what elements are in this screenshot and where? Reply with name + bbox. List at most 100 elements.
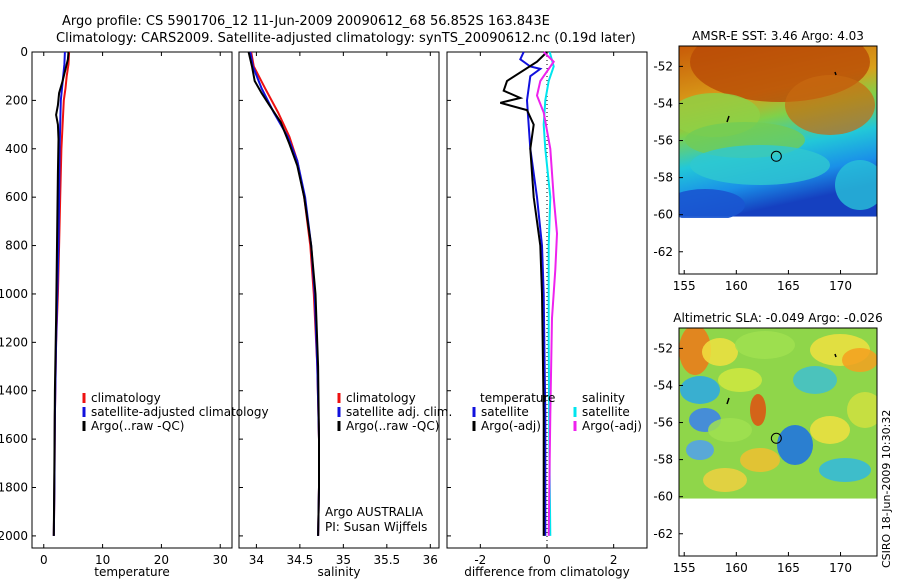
salinity-series-climatology (250, 51, 320, 536)
temperature-ytick-label: 1800 (0, 481, 28, 495)
sst-cold-blob (835, 160, 877, 210)
temperature-ytick-label: 1400 (0, 384, 28, 398)
salinity-xtick-label: 36 (423, 553, 438, 567)
sla_map-ytick-label: -60 (653, 490, 673, 504)
difference-legend-header-salinity: salinity (582, 391, 625, 405)
temperature-ytick-label: 200 (5, 93, 28, 107)
salinity-legend-label: Argo(..raw -QC) (346, 419, 439, 433)
temperature-xtick-label: 30 (213, 553, 228, 567)
salinity-xtick-label: 35 (336, 553, 351, 567)
sst_map-field (679, 46, 877, 218)
sla_map-ytick-label: -52 (653, 341, 673, 355)
sla-anomaly-blob (735, 331, 795, 359)
temperature-legend-label: satellite-adjusted climatology (91, 405, 269, 419)
temperature-series-argo-raw-qc- (52, 51, 70, 536)
temperature-legend-label: Argo(..raw -QC) (91, 419, 184, 433)
temperature-legend-label: climatology (91, 391, 161, 405)
sst_map-ytick-label: -58 (653, 171, 673, 185)
sla_map-frame (678, 327, 878, 557)
difference-legend-salinity-label: Argo(-adj) (582, 419, 642, 433)
sla_map-xtick-label: 165 (777, 561, 800, 575)
sst_map-xtick-label: 165 (777, 279, 800, 293)
sst_map-ytick-label: -62 (653, 245, 673, 259)
sla-anomaly-blob (793, 366, 837, 394)
annotation-background (322, 503, 436, 535)
sla-anomaly-blob (686, 440, 714, 460)
sla_map-xtick-label: 155 (673, 561, 696, 575)
sst_map-xtick-label: 155 (673, 279, 696, 293)
sst_map-frame (678, 45, 878, 275)
sla-anomaly-blob (842, 348, 877, 372)
sst_map-float-track-mark (834, 71, 837, 76)
sst_map-xtick-label: 170 (829, 279, 852, 293)
sla_map-field (679, 328, 877, 499)
difference-legend-salinity-label: satellite (582, 405, 630, 419)
salinity-legend-label: satellite adj. clim. (346, 405, 452, 419)
difference-series-temperature-argo-adj- (500, 51, 548, 536)
temperature-ytick-label: 400 (5, 142, 28, 156)
sla-anomaly-blob (777, 425, 813, 465)
sla-anomaly-blob (702, 338, 738, 366)
sst_map-float-track-mark (726, 115, 730, 123)
sla_map-title: Altimetric SLA: -0.049 Argo: -0.026 (673, 311, 882, 325)
temperature-ytick-label: 0 (20, 45, 28, 59)
difference-legend-temperature-label: satellite (481, 405, 529, 419)
difference-xtick-label: -2 (474, 553, 486, 567)
difference-series-salinity-argo-adj- (535, 51, 559, 536)
difference-xlabel: difference from climatology (464, 565, 630, 579)
sla-anomaly-blob (718, 368, 762, 392)
temperature-xtick-label: 10 (95, 553, 110, 567)
salinity-legend-label: climatology (346, 391, 416, 405)
sla_map-ytick-label: -56 (653, 416, 673, 430)
temperature-ytick-label: 1600 (0, 432, 28, 446)
sst_map-title: AMSR-E SST: 3.46 Argo: 4.03 (692, 29, 864, 43)
sla-anomaly-blob (810, 416, 850, 444)
sla_map-float-track-mark (726, 397, 730, 405)
difference-xtick-label: 0 (543, 553, 551, 567)
sla-anomaly-blob (740, 448, 780, 472)
temperature-xtick-label: 20 (154, 553, 169, 567)
sla_map-xtick-label: 160 (725, 561, 748, 575)
salinity-xtick-label: 34 (249, 553, 264, 567)
temperature-ytick-label: 600 (5, 190, 28, 204)
sla-anomaly-blob (680, 376, 720, 404)
sst_map-xtick-label: 160 (725, 279, 748, 293)
difference-series-temperature-satellite (519, 51, 547, 536)
salinity-series-argo-raw-qc- (247, 51, 320, 536)
sst_map-ytick-label: -52 (653, 59, 673, 73)
sst-cold-blob (690, 145, 830, 185)
sla-anomaly-blob (847, 392, 877, 428)
salinity-xtick-label: 34.5 (287, 553, 314, 567)
plot-title-line2: Climatology: CARS2009. Satellite-adjuste… (56, 31, 636, 46)
sla-anomaly-blob (708, 418, 752, 442)
temperature-ytick-label: 2000 (0, 529, 28, 543)
temperature-ytick-label: 1000 (0, 287, 28, 301)
salinity-xtick-label: 35.5 (373, 553, 400, 567)
sla-anomaly-blob (819, 458, 871, 482)
temperature-axes-frame (31, 51, 233, 549)
sla-anomaly-blob (750, 394, 766, 426)
sla-anomaly-blob (703, 468, 747, 492)
sst_map-argo-position-marker (770, 150, 782, 162)
plot-title-line1: Argo profile: CS 5901706_12 11-Jun-2009 … (62, 14, 550, 29)
sla_map-xtick-label: 170 (829, 561, 852, 575)
sst_map-ytick-label: -60 (653, 208, 673, 222)
temperature-ytick-label: 800 (5, 239, 28, 253)
annotation-pi-name: PI: Susan Wijffels (325, 520, 427, 534)
salinity-axes-frame (238, 51, 440, 549)
temperature-ytick-label: 1200 (0, 335, 28, 349)
sst-cold-blob (679, 189, 745, 218)
sst_map-ytick-label: -54 (653, 96, 673, 110)
sst_map-ytick-label: -56 (653, 134, 673, 148)
difference-legend-header-temperature: temperature (480, 391, 555, 405)
salinity-xlabel: salinity (317, 565, 360, 579)
annotation-argo-australia: Argo AUSTRALIA (325, 505, 424, 519)
sla_map-ytick-label: -62 (653, 527, 673, 541)
sla_map-float-track-mark (834, 353, 837, 358)
difference-legend-temperature-label: Argo(-adj) (481, 419, 541, 433)
sla_map-ytick-label: -58 (653, 453, 673, 467)
sla-anomaly-blob (679, 328, 711, 375)
sla_map-ytick-label: -54 (653, 378, 673, 392)
sst-warm-blob (785, 75, 875, 135)
difference-series-salinity-satellite (542, 51, 555, 536)
